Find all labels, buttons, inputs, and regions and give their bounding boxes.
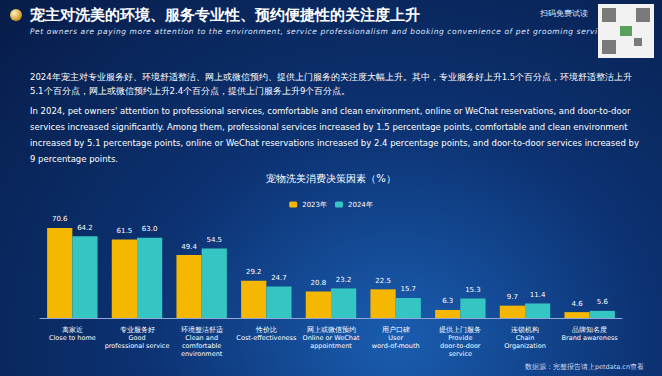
svg-text:离家近: 离家近 <box>62 326 83 334</box>
svg-text:49.4: 49.4 <box>181 243 197 251</box>
svg-text:连锁机构: 连锁机构 <box>511 326 539 334</box>
svg-text:environment: environment <box>181 350 223 358</box>
svg-text:comfortable: comfortable <box>182 342 221 350</box>
svg-text:70.6: 70.6 <box>52 215 68 223</box>
svg-text:环境整洁舒适: 环境整洁舒适 <box>181 326 223 334</box>
html-text:数据源：完整报告请上petdata.cn查看: 数据源：完整报告请上petdata.cn查看 <box>524 363 644 371</box>
svg-text:64.2: 64.2 <box>77 224 93 232</box>
svg-text:Clean and: Clean and <box>185 334 218 342</box>
svg-text:professional service: professional service <box>105 342 170 350</box>
svg-text:23.2: 23.2 <box>336 276 352 284</box>
svg-text:6.3: 6.3 <box>442 297 453 305</box>
svg-text:5.6: 5.6 <box>597 298 609 306</box>
svg-text:door-to-door: door-to-door <box>440 342 481 350</box>
svg-text:service: service <box>449 350 472 358</box>
svg-text:15.7: 15.7 <box>400 285 416 293</box>
svg-text:Cost-effectiveness: Cost-effectiveness <box>236 334 297 342</box>
svg-text:Online or WeChat: Online or WeChat <box>303 334 360 342</box>
svg-text:宠物洗美消费决策因素（%）: 宠物洗美消费决策因素（%） <box>266 173 396 184</box>
svg-text:11.4: 11.4 <box>530 291 546 299</box>
svg-text:word-of-mouth: word-of-mouth <box>372 342 420 350</box>
svg-text:54.5: 54.5 <box>206 236 222 244</box>
svg-text:4.6: 4.6 <box>571 300 583 308</box>
svg-text:29.2: 29.2 <box>246 268 262 276</box>
svg-text:Brand awareness: Brand awareness <box>562 334 619 342</box>
svg-text:2023年: 2023年 <box>302 201 327 209</box>
svg-text:appointment: appointment <box>310 342 352 350</box>
svg-text:63.0: 63.0 <box>142 225 158 233</box>
svg-text:Chain: Chain <box>516 334 535 342</box>
svg-text:15.3: 15.3 <box>465 286 481 294</box>
svg-text:61.5: 61.5 <box>117 227 133 235</box>
svg-text:22.5: 22.5 <box>375 277 391 285</box>
svg-text:Good: Good <box>128 334 145 342</box>
svg-text:品牌知名度: 品牌知名度 <box>572 326 607 334</box>
svg-text:Close to home: Close to home <box>49 334 96 342</box>
svg-text:User: User <box>388 334 403 342</box>
svg-text:用户口碑: 用户口碑 <box>382 326 410 334</box>
html-text:扫码免费试读: 扫码免费试读 <box>540 9 588 18</box>
svg-text:24.7: 24.7 <box>271 274 287 282</box>
svg-text:网上或微信预约: 网上或微信预约 <box>307 326 356 334</box>
html-text:宠主对洗美的环境、服务专业性、预约便捷性的关注度上升: 宠主对洗美的环境、服务专业性、预约便捷性的关注度上升 <box>30 6 420 24</box>
svg-text:2024年: 2024年 <box>348 201 373 209</box>
svg-text:9.7: 9.7 <box>507 293 518 301</box>
svg-text:提供上门服务: 提供上门服务 <box>439 326 481 334</box>
html-text:2024年宠主对专业服务好、环境舒适整洁、网上或微信预约、提: 2024年宠主对专业服务好、环境舒适整洁、网上或微信预约、提供上门服务的关注度大… <box>30 72 633 96</box>
svg-text:20.8: 20.8 <box>311 279 327 287</box>
svg-text:Provide: Provide <box>448 334 472 342</box>
html-text:In 2024, pet owners' attention: In 2024, pet owners' attention to profes… <box>30 106 639 164</box>
svg-text:性价比: 性价比 <box>255 326 277 334</box>
svg-text:Organization: Organization <box>504 342 546 350</box>
svg-text:专业服务好: 专业服务好 <box>120 326 155 334</box>
html-text:Pet owners are paying more att: Pet owners are paying more attention to … <box>30 27 613 36</box>
